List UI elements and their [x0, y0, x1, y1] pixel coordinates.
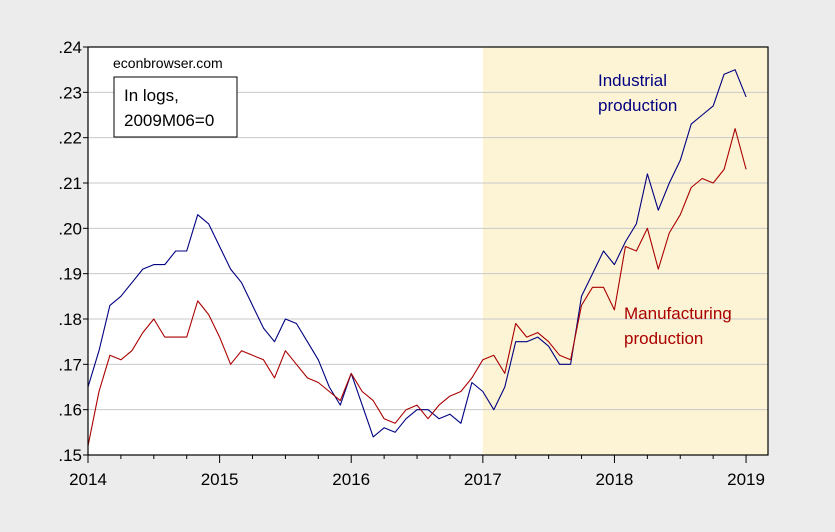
source-text: econbrowser.com — [113, 55, 223, 71]
x-tick-label-2: 2016 — [332, 470, 370, 489]
y-tick-label-5: .20 — [58, 219, 82, 238]
y-tick-label-8: .23 — [58, 83, 82, 102]
plot-border — [87, 46, 769, 456]
manufacturing-production-label-line-2: production — [624, 329, 703, 348]
x-tick-label-4: 2018 — [596, 470, 634, 489]
series-line-0 — [87, 69, 747, 438]
x-axis: 2014 2015 2016 2017 2018 2019 — [69, 455, 765, 489]
y-tick-label-0: .15 — [58, 446, 82, 465]
shaded-region-2017-onward — [482, 47, 768, 455]
note-box — [113, 76, 238, 138]
series-line-1 — [87, 128, 747, 447]
y-tick-label-9: .24 — [58, 38, 82, 57]
y-axis: .15 .16 .17 .18 .19 .20 .21 .22 .23 .24 — [58, 38, 88, 465]
y-tick-label-6: .21 — [58, 174, 82, 193]
x-tick-label-3: 2017 — [464, 470, 502, 489]
y-tick-label-2: .17 — [58, 355, 82, 374]
series-lines — [87, 69, 747, 447]
gridlines — [88, 91, 768, 411]
x-tick-label-1: 2015 — [201, 470, 239, 489]
manufacturing-production-label-line-1: Manufacturing — [624, 304, 732, 323]
y-tick-label-1: .16 — [58, 401, 82, 420]
y-tick-label-7: .22 — [58, 129, 82, 148]
note-line-1: In logs, — [124, 86, 179, 105]
y-tick-label-3: .18 — [58, 310, 82, 329]
x-tick-label-0: 2014 — [69, 470, 107, 489]
industrial-production-label-line-2: production — [598, 96, 677, 115]
industrial-production-label-line-1: Industrial — [598, 71, 667, 90]
y-tick-label-4: .19 — [58, 265, 82, 284]
note-line-2: 2009M06=0 — [124, 111, 214, 130]
x-tick-label-5: 2019 — [727, 470, 765, 489]
